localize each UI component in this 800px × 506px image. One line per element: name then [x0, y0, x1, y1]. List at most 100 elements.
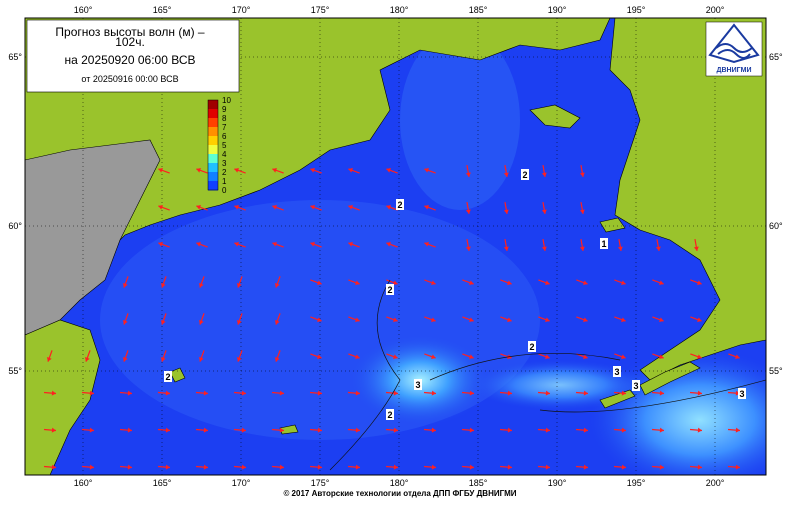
arrow-head [583, 280, 588, 286]
arrow-head [84, 357, 90, 362]
wave-arrow [43, 427, 57, 433]
arrow-head [127, 464, 132, 470]
wave-arrow [651, 427, 665, 433]
arrow-head [465, 172, 471, 177]
wave-arrow [575, 427, 589, 433]
wave-arrow [465, 238, 471, 252]
contour-label-bg [521, 169, 529, 180]
arrow-head [355, 280, 360, 286]
wave-arrow [81, 427, 95, 433]
wave-arrow [196, 204, 208, 211]
arrow-head [272, 167, 277, 173]
wave-arrow [348, 167, 360, 174]
title: Прогноз высоты волн (м) – [55, 25, 205, 39]
arrow-head [507, 280, 512, 286]
wave-arrow [424, 316, 436, 323]
arrow-head [355, 427, 360, 433]
lat-label: 65° [769, 52, 783, 62]
arrow-head [424, 167, 429, 173]
arrow-head [234, 204, 239, 210]
wave-arrow [272, 241, 284, 248]
wave-arrow [233, 390, 247, 396]
wave-arrow [271, 464, 285, 470]
wave-arrow [236, 276, 243, 288]
wave-arrow [423, 390, 437, 396]
arrow-head [659, 280, 664, 286]
contour-label-bg [386, 409, 394, 420]
wave-arrow [386, 353, 398, 360]
arrow-head [659, 354, 664, 360]
arrow-head [386, 167, 391, 173]
arrow-head [541, 246, 547, 251]
arrow-head [621, 317, 626, 323]
wave-arrow [465, 164, 471, 178]
wave-arrow [234, 241, 246, 248]
arrow-head [160, 320, 166, 325]
lon-label: 165° [153, 478, 172, 488]
wave-arrow [157, 390, 171, 396]
arrow-head [697, 390, 702, 396]
wave-arrow [43, 390, 57, 396]
arrow-head [393, 317, 398, 323]
arrow-head [583, 317, 588, 323]
wave-arrow [233, 427, 247, 433]
wave-arrow [579, 201, 585, 215]
wave-arrow [195, 427, 209, 433]
contour-label: 3 [633, 381, 638, 391]
wave-arrow [503, 238, 509, 252]
wave-arrow [158, 241, 170, 248]
wave-arrow [424, 204, 436, 211]
arrow-head [165, 390, 170, 396]
arrow-head [431, 390, 436, 396]
arrow-head [196, 241, 201, 247]
wave-arrow [236, 350, 243, 362]
arrow-head [236, 320, 242, 325]
wave-arrow [385, 427, 399, 433]
arrow-head [386, 204, 391, 210]
arrow-head [51, 464, 56, 470]
arrow-head [424, 241, 429, 247]
arrow-head [317, 427, 322, 433]
wave-arrow [348, 279, 360, 286]
wave-arrow [727, 464, 741, 470]
wave-arrow [461, 390, 475, 396]
arrow-head [545, 317, 550, 323]
wave-arrow [160, 350, 167, 362]
arrow-head [279, 464, 284, 470]
wave-arrow [122, 276, 129, 288]
arrow-head [122, 357, 128, 362]
contour [329, 279, 766, 471]
wave-arrow [272, 204, 284, 211]
arrow-head [355, 354, 360, 360]
lat-label: 55° [8, 366, 22, 376]
arrow-head [697, 354, 702, 360]
arrow-head [545, 354, 550, 360]
arrow-head [165, 427, 170, 433]
wave-arrow [579, 164, 585, 178]
wave-arrow [462, 316, 474, 323]
arrow-head [158, 167, 163, 173]
arrow-head [355, 317, 360, 323]
arrow-head [317, 317, 322, 323]
lon-label: 160° [74, 478, 93, 488]
arrow-head [579, 246, 585, 251]
colorbar-label: 1 [222, 177, 227, 186]
logo-text: ДВНИГМИ [717, 67, 752, 74]
wave-arrow [537, 390, 551, 396]
wave-arrow [424, 167, 436, 174]
wave-arrow [386, 241, 398, 248]
arrow-head [655, 246, 661, 251]
arrow-head [198, 357, 204, 362]
lat-label: 60° [8, 221, 22, 231]
arrow-head [545, 390, 550, 396]
wave-arrow [233, 464, 247, 470]
contour-label-bg [600, 238, 608, 249]
lon-label: 165° [153, 5, 172, 15]
wave-arrow [499, 464, 513, 470]
wave-arrow [198, 276, 205, 288]
lon-label: 195° [627, 478, 646, 488]
lat-label: 60° [769, 221, 783, 231]
wave-arrow [386, 204, 398, 211]
arrow-head [393, 354, 398, 360]
